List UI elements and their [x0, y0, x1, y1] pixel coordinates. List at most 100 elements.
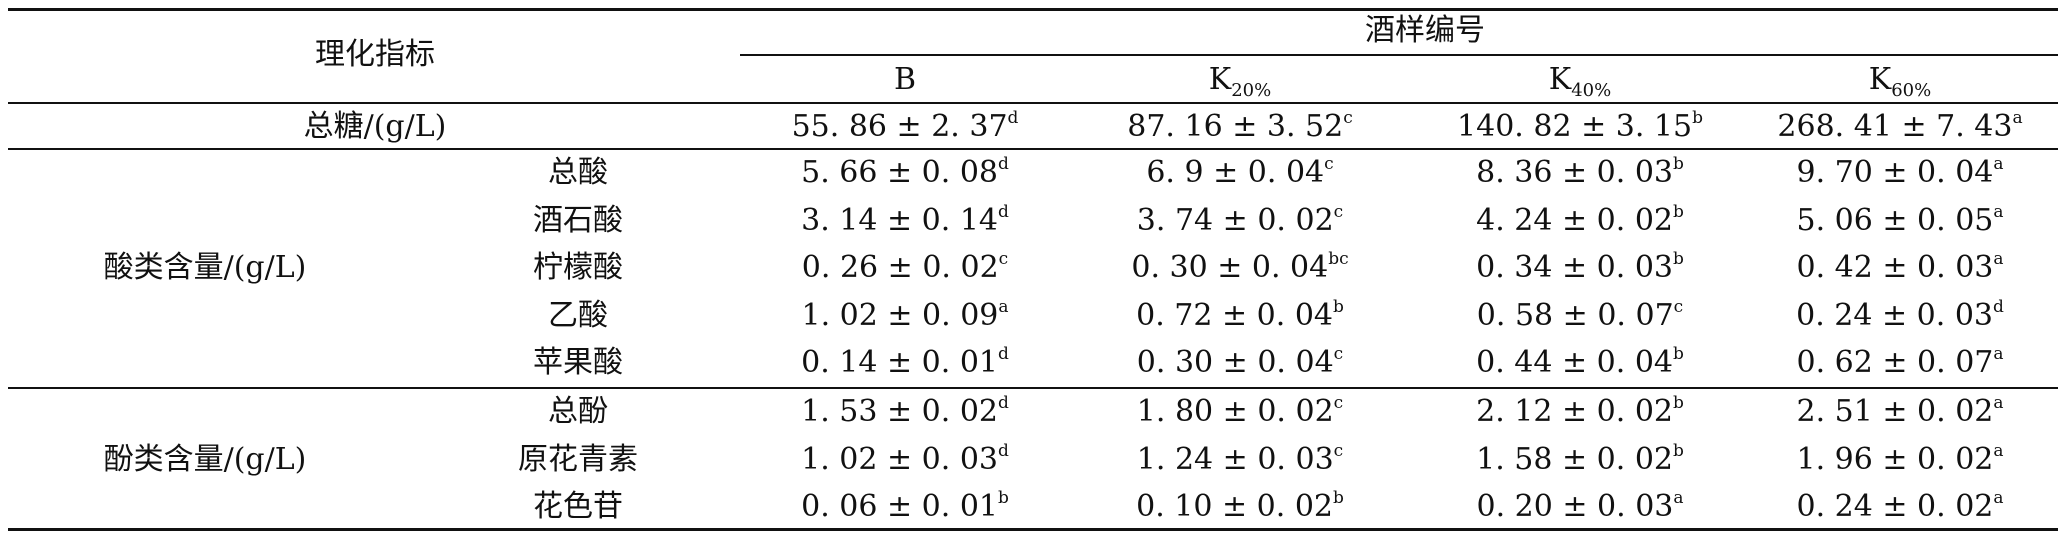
sample-group-header: 酒样编号	[1365, 13, 1485, 48]
significance-letter: d	[1992, 297, 2004, 317]
column-header-k60: K60%	[1868, 62, 1932, 101]
table-cell: 1. 02 ± 0. 09a	[801, 298, 1008, 334]
cell-value: 5. 66 ± 0. 08	[801, 155, 998, 190]
cell-value: 0. 24 ± 0. 02	[1796, 489, 1994, 524]
cell-value: 1. 53 ± 0. 02	[801, 394, 998, 429]
table-cell: 0. 14 ± 0. 01d	[801, 345, 1009, 381]
cell-value: 268. 41 ± 7. 43	[1777, 109, 2013, 144]
table-cell: 1. 80 ± 0. 02c	[1137, 394, 1343, 430]
cell-value: 3. 74 ± 0. 02	[1136, 203, 1334, 238]
row-name: 总酚	[548, 394, 608, 429]
table-cell: 0. 72 ± 0. 04b	[1136, 298, 1344, 334]
table-bottom-rule	[8, 528, 2058, 531]
column-header-k40: K40%	[1548, 62, 1612, 101]
cell-value: 9. 70 ± 0. 04	[1796, 155, 1994, 190]
row-name: 原花青素	[518, 442, 638, 477]
significance-letter: d	[1007, 108, 1019, 128]
table-cell: 0. 58 ± 0. 07c	[1477, 298, 1683, 334]
table-cell: 3. 74 ± 0. 02c	[1137, 203, 1343, 239]
significance-letter: a	[1673, 488, 1684, 508]
significance-letter: a	[1993, 344, 2004, 364]
significance-letter: c	[1333, 202, 1344, 222]
significance-letter: d	[997, 344, 1009, 364]
table-cell: 9. 70 ± 0. 04a	[1796, 155, 2003, 191]
table-cell: 0. 24 ± 0. 03d	[1796, 298, 2004, 334]
significance-letter: c	[1333, 393, 1344, 413]
cell-value: 3. 14 ± 0. 14	[801, 203, 998, 238]
table-top-rule	[8, 8, 2058, 11]
significance-letter: d	[997, 393, 1009, 413]
significance-letter: b	[1672, 202, 1684, 222]
cell-value: 1. 96 ± 0. 02	[1796, 442, 1994, 477]
row-name: 酒石酸	[533, 203, 623, 238]
cell-value: 0. 62 ± 0. 07	[1796, 345, 1994, 380]
table-cell: 0. 06 ± 0. 01b	[801, 489, 1009, 525]
table-cell: 1. 02 ± 0. 03d	[801, 442, 1009, 478]
sugar-bottom-rule	[8, 148, 2058, 150]
table-cell: 6. 9 ± 0. 04c	[1146, 155, 1333, 191]
table-cell: 87. 16 ± 3. 52c	[1127, 109, 1353, 145]
acid-bottom-rule	[8, 387, 2058, 389]
cell-value: 0. 34 ± 0. 03	[1476, 250, 1673, 285]
significance-letter: b	[1332, 297, 1344, 317]
significance-letter: b	[1672, 393, 1684, 413]
cell-value: 1. 80 ± 0. 02	[1136, 394, 1334, 429]
significance-letter: c	[1333, 344, 1344, 364]
cell-value: 1. 02 ± 0. 09	[801, 298, 999, 333]
cell-value: 0. 14 ± 0. 01	[801, 345, 998, 380]
significance-letter: b	[1332, 488, 1344, 508]
cell-value: 0. 10 ± 0. 02	[1136, 489, 1333, 524]
significance-letter: a	[998, 297, 1009, 317]
table-cell: 4. 24 ± 0. 02b	[1476, 203, 1684, 239]
cell-value: 0. 44 ± 0. 04	[1476, 345, 1673, 380]
header-group-rule	[740, 54, 2058, 56]
table-cell: 0. 30 ± 0. 04bc	[1131, 250, 1348, 286]
table-cell: 5. 06 ± 0. 05a	[1796, 203, 2003, 239]
table-cell: 0. 42 ± 0. 03a	[1796, 250, 2003, 286]
table-cell: 1. 96 ± 0. 02a	[1796, 442, 2003, 478]
cell-value: 0. 30 ± 0. 04	[1131, 250, 1329, 285]
cell-value: 0. 42 ± 0. 03	[1796, 250, 1994, 285]
table-cell: 0. 10 ± 0. 02b	[1136, 489, 1344, 525]
cell-value: 1. 58 ± 0. 02	[1476, 442, 1673, 477]
column-header-b: B	[893, 62, 917, 97]
table-cell: 268. 41 ± 7. 43a	[1777, 109, 2022, 145]
cell-value: 0. 06 ± 0. 01	[801, 489, 998, 524]
significance-letter: d	[997, 441, 1009, 461]
table-cell: 8. 36 ± 0. 03b	[1476, 155, 1684, 191]
table-cell: 1. 24 ± 0. 03c	[1137, 442, 1343, 478]
row-name: 苹果酸	[533, 345, 623, 380]
cell-value: 55. 86 ± 2. 37	[791, 109, 1008, 144]
cell-value: 5. 06 ± 0. 05	[1796, 203, 1994, 238]
header-bottom-rule	[8, 102, 2058, 104]
table-cell: 1. 53 ± 0. 02d	[801, 394, 1009, 430]
table-cell: 55. 86 ± 2. 37d	[792, 109, 1019, 145]
cell-value: 0. 30 ± 0. 04	[1136, 345, 1334, 380]
indicator-header: 理化指标	[315, 37, 435, 72]
row-name: 花色苷	[533, 489, 623, 524]
cell-value: 0. 24 ± 0. 03	[1796, 298, 1993, 333]
table-cell: 0. 62 ± 0. 07a	[1796, 345, 2003, 381]
cell-value: 0. 20 ± 0. 03	[1476, 489, 1674, 524]
cell-value: 6. 9 ± 0. 04	[1146, 155, 1325, 190]
significance-letter: a	[1993, 202, 2004, 222]
significance-letter: c	[998, 249, 1009, 269]
row-name: 总酸	[548, 155, 608, 190]
table-cell: 0. 26 ± 0. 02c	[802, 250, 1008, 286]
significance-letter: d	[997, 154, 1009, 174]
significance-letter: a	[1993, 393, 2004, 413]
table-cell: 140. 82 ± 3. 15b	[1457, 109, 1703, 145]
significance-letter: b	[997, 488, 1009, 508]
significance-letter: d	[997, 202, 1009, 222]
table-cell: 5. 66 ± 0. 08d	[801, 155, 1009, 191]
cell-value: 0. 58 ± 0. 07	[1476, 298, 1674, 333]
table-cell: 2. 51 ± 0. 02a	[1796, 394, 2003, 430]
significance-letter: c	[1333, 441, 1344, 461]
significance-letter: b	[1672, 154, 1684, 174]
table-cell: 0. 34 ± 0. 03b	[1476, 250, 1684, 286]
table-cell: 0. 20 ± 0. 03a	[1476, 489, 1683, 525]
table-cell: 0. 24 ± 0. 02a	[1796, 489, 2003, 525]
significance-letter: c	[1324, 154, 1334, 174]
table-cell: 1. 58 ± 0. 02b	[1476, 442, 1684, 478]
row-name: 柠檬酸	[533, 250, 623, 285]
